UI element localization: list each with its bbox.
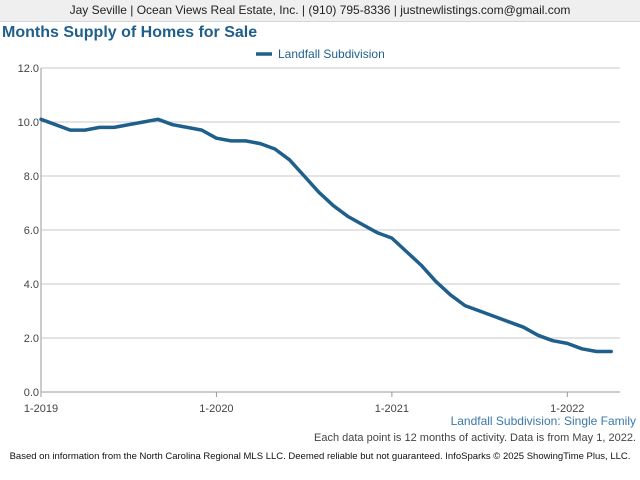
contact-header: Jay Seville | Ocean Views Real Estate, I… [0, 0, 640, 22]
chart-subtitle: Landfall Subdivision: Single Family [450, 414, 636, 428]
y-tick-label: 2.0 [24, 333, 39, 345]
x-tick-label: 1-2022 [550, 403, 584, 415]
footer-disclaimer: Based on information from the North Caro… [9, 451, 631, 462]
x-tick-label: 1-2021 [375, 403, 409, 415]
axes [40, 68, 620, 397]
x-tick-label: 1-2020 [199, 403, 233, 415]
data-note: Each data point is 12 months of activity… [313, 432, 636, 444]
legend: Landfall Subdivision [256, 47, 385, 61]
y-tick-label: 8.0 [24, 171, 39, 183]
y-tick-label: 0.0 [24, 387, 39, 399]
y-tick-label: 12.0 [18, 63, 39, 75]
y-tick-label: 10.0 [18, 117, 39, 129]
gridlines [41, 67, 620, 339]
x-tick-label: 1-2019 [24, 403, 58, 415]
series-line-landfall-subdivision [39, 117, 613, 354]
y-tick-label: 4.0 [24, 279, 39, 291]
y-tick-labels: 0.0 2.0 4.0 6.0 8.0 10.0 12.0 [18, 63, 39, 399]
x-tick-labels: 1-2019 1-2020 1-2021 1-2022 [24, 403, 585, 415]
chart-title: Months Supply of Homes for Sale [2, 24, 258, 41]
legend-label: Landfall Subdivision [278, 47, 385, 61]
series-lines [39, 117, 613, 354]
y-tick-label: 6.0 [24, 225, 39, 237]
